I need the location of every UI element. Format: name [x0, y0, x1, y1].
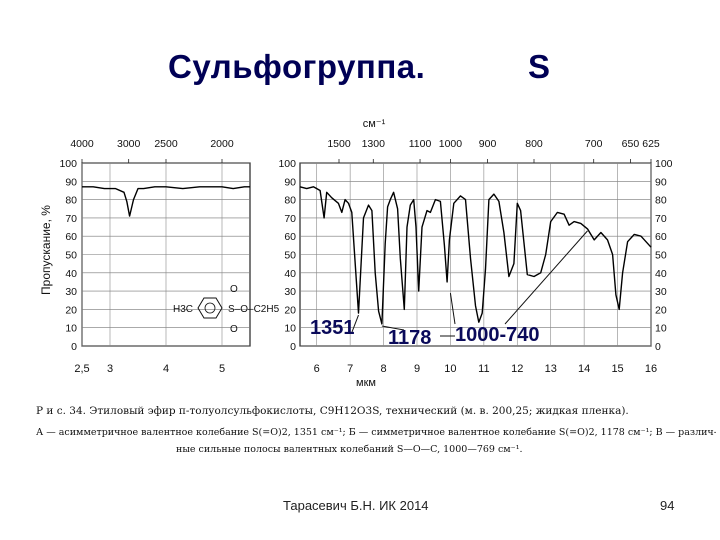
- wavenumber-tick-label: 1000: [439, 138, 463, 150]
- y-tick-label: 80: [284, 195, 296, 207]
- y-tick-label: 0: [290, 341, 296, 353]
- micron-tick-label: 8: [381, 363, 387, 375]
- y-tick-label: 70: [65, 213, 77, 225]
- figure-caption-line-1: Р и с. 34. Этиловый эфир п-толуолсульфок…: [36, 405, 629, 417]
- wavenumber-tick-label: 1100: [409, 138, 432, 150]
- micron-tick-label: 9: [414, 363, 420, 375]
- micron-tick-label: 6: [314, 363, 320, 375]
- y-tick-label: 20: [655, 304, 667, 316]
- page-number: 94: [660, 498, 675, 513]
- y-tick-label: 30: [65, 286, 77, 298]
- y-tick-label: 70: [655, 213, 667, 225]
- micron-tick-label: 11: [478, 363, 489, 375]
- y-tick-label: 100: [278, 158, 296, 170]
- y-tick-label: 30: [284, 286, 296, 298]
- micron-tick-label: 15: [611, 363, 623, 375]
- micron-tick-label: 10: [444, 363, 456, 375]
- y-tick-label: 10: [284, 323, 296, 335]
- wavenumber-tick-label: 1300: [362, 138, 386, 150]
- y-tick-label: 40: [65, 268, 77, 280]
- wavenumber-tick-label: 625: [642, 138, 660, 150]
- band-label-1351: 1351: [310, 317, 355, 339]
- molecule-sulfonate-label: S–O–C2H5: [228, 304, 280, 315]
- micron-tick-label: 5: [219, 363, 225, 375]
- slide-title: Сульфогруппа.: [168, 48, 426, 85]
- wavenumber-tick-label: 3000: [117, 138, 141, 150]
- micron-tick-label: 2,5: [74, 363, 89, 375]
- y-tick-label: 40: [655, 268, 667, 280]
- benzene-ring-icon: [197, 297, 223, 319]
- y-tick-label: 50: [65, 250, 77, 262]
- figure-caption-line-2: А — асимметричное валентное колебание S(…: [36, 427, 716, 438]
- y-tick-label: 10: [65, 323, 77, 335]
- micron-tick-label: 14: [578, 363, 590, 375]
- wavenumber-tick-label: 4000: [70, 138, 94, 150]
- y-tick-label: 60: [655, 231, 667, 243]
- slide-symbol: S: [528, 48, 551, 85]
- wavenumber-tick-label: 800: [525, 138, 543, 150]
- wavenumber-tick-label: 700: [585, 138, 603, 150]
- wavenumber-tick-label: 900: [479, 138, 497, 150]
- y-tick-label: 40: [284, 268, 296, 280]
- y-tick-label: 0: [655, 341, 661, 353]
- molecule-ch3-label: H3C: [173, 304, 193, 315]
- micron-tick-label: 16: [645, 363, 657, 375]
- spectrum-line-right: [299, 186, 652, 325]
- wavenumber-tick-label: 2500: [154, 138, 178, 150]
- wavenumber-tick-label: 650: [622, 138, 640, 150]
- y-tick-label: 20: [65, 304, 77, 316]
- band-label-1000-740: 1000-740: [455, 324, 540, 346]
- y-tick-label: 50: [284, 250, 296, 262]
- y-tick-label: 80: [655, 195, 667, 207]
- y-tick-label: 80: [65, 195, 77, 207]
- y-tick-label: 100: [655, 158, 673, 170]
- y-tick-label: 90: [284, 176, 296, 188]
- band-pointer-range-left: [449, 293, 456, 325]
- y-tick-label: 0: [71, 341, 77, 353]
- y-tick-label: 70: [284, 213, 296, 225]
- x2-axis-title: см⁻¹: [363, 118, 386, 130]
- y-tick-label: 50: [655, 250, 667, 262]
- band-pointer-1351: [351, 314, 359, 333]
- spectrum-line-left: [82, 186, 250, 217]
- y-axis-title: Пропускание, %: [39, 205, 53, 295]
- x-axis-title: мкм: [356, 377, 376, 389]
- benzene-ring-inner-icon: [204, 302, 216, 314]
- micron-tick-label: 12: [511, 363, 523, 375]
- wavenumber-tick-label: 2000: [210, 138, 234, 150]
- wavenumber-tick-label: 1500: [327, 138, 351, 150]
- molecule-oxygen-top: O: [230, 284, 238, 295]
- y-tick-label: 100: [59, 158, 77, 170]
- y-tick-label: 20: [284, 304, 296, 316]
- y-tick-label: 60: [65, 231, 77, 243]
- y-tick-label: 90: [65, 176, 77, 188]
- y-tick-label: 90: [655, 176, 667, 188]
- figure-caption-line-3: ные сильные полосы валентных колебаний S…: [176, 444, 523, 455]
- band-label-1178: 1178: [388, 327, 432, 349]
- micron-tick-label: 4: [163, 363, 169, 375]
- micron-tick-label: 3: [107, 363, 113, 375]
- micron-tick-label: 13: [545, 363, 557, 375]
- y-tick-label: 60: [284, 231, 296, 243]
- molecule-oxygen-bottom: O: [230, 324, 238, 335]
- band-pointer-range-right: [504, 230, 588, 325]
- y-tick-label: 10: [655, 323, 667, 335]
- micron-tick-label: 7: [347, 363, 353, 375]
- band-pointer-1178: [381, 325, 405, 331]
- footer-author: Тарасевич Б.Н. ИК 2014: [283, 498, 429, 513]
- y-tick-label: 30: [655, 286, 667, 298]
